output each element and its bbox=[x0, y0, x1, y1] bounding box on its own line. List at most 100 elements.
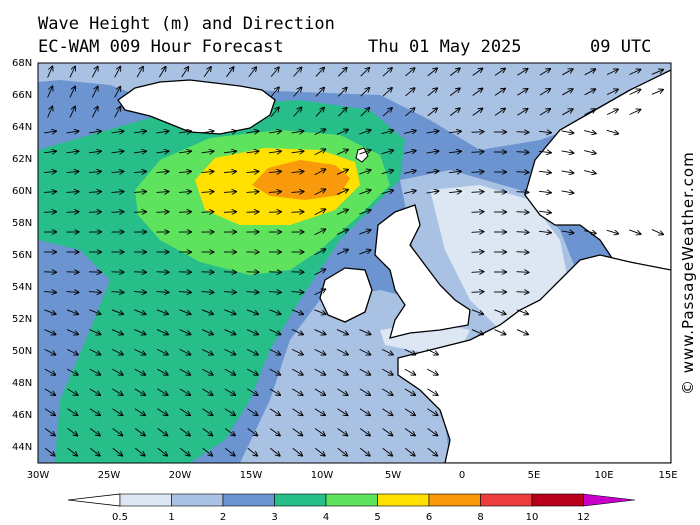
wave-direction-arrow bbox=[157, 447, 167, 455]
wave-direction-arrow bbox=[359, 250, 370, 255]
wave-direction-arrow bbox=[156, 348, 168, 354]
wave-direction-arrow bbox=[268, 192, 281, 193]
wave-direction-arrow bbox=[44, 428, 55, 435]
wave-direction-arrow bbox=[201, 292, 214, 293]
wave-direction-arrow bbox=[404, 428, 415, 435]
wave-direction-arrow bbox=[201, 309, 213, 314]
wave-direction-arrow bbox=[494, 69, 505, 76]
land-continent bbox=[397, 254, 671, 463]
lon-label: 15W bbox=[240, 470, 263, 481]
wave-direction-arrow bbox=[224, 348, 236, 354]
legend-swatch bbox=[222, 493, 275, 507]
wave-direction-arrow bbox=[538, 191, 551, 192]
wave-direction-arrow bbox=[359, 150, 370, 155]
wave-direction-arrow bbox=[471, 292, 484, 293]
wave-direction-arrow bbox=[606, 69, 618, 76]
wave-direction-arrow bbox=[606, 109, 618, 116]
wave-direction-arrow bbox=[114, 107, 121, 118]
wave-direction-arrow bbox=[584, 131, 596, 134]
wave-direction-arrow bbox=[427, 388, 437, 395]
wave-direction-arrow bbox=[156, 309, 168, 314]
wave-direction-arrow bbox=[494, 109, 505, 116]
wave-direction-arrow bbox=[314, 368, 326, 375]
wave-direction-arrow bbox=[404, 131, 416, 134]
wave-direction-arrow bbox=[629, 229, 640, 234]
wave-direction-arrow bbox=[269, 428, 280, 435]
wave-direction-arrow bbox=[69, 67, 75, 78]
wave-direction-arrow bbox=[291, 292, 304, 293]
wave-direction-arrow bbox=[223, 292, 236, 293]
wave-direction-arrow bbox=[114, 87, 121, 98]
wave-direction-arrow bbox=[202, 408, 212, 416]
wave-direction-arrow bbox=[67, 428, 78, 435]
wave-direction-arrow bbox=[66, 212, 79, 213]
wave-direction-arrow bbox=[269, 408, 280, 416]
wave-direction-arrow bbox=[516, 152, 529, 153]
wave-direction-arrow bbox=[179, 131, 191, 133]
wave-direction-arrow bbox=[517, 89, 527, 96]
wave-direction-arrow bbox=[359, 130, 370, 135]
wave-direction-arrow bbox=[269, 329, 281, 335]
wave-direction-arrow bbox=[360, 447, 369, 455]
legend-tick-label: 5 bbox=[374, 512, 380, 523]
wave-direction-arrow bbox=[134, 388, 145, 395]
wave-direction-arrow bbox=[360, 88, 370, 97]
wave-direction-arrow bbox=[201, 348, 213, 354]
wave-direction-arrow bbox=[133, 171, 146, 172]
wave-direction-arrow bbox=[157, 428, 168, 435]
wave-direction-arrow bbox=[494, 89, 505, 96]
lat-label: 50N bbox=[12, 346, 32, 357]
wave-direction-arrow bbox=[584, 89, 596, 96]
wave-direction-arrow bbox=[291, 151, 304, 153]
wave-direction-arrow bbox=[360, 68, 370, 77]
wave-direction-arrow bbox=[246, 171, 259, 172]
wave-direction-arrow bbox=[538, 231, 551, 232]
wave-direction-arrow bbox=[382, 88, 392, 97]
wave-direction-arrow bbox=[562, 109, 572, 116]
wave-direction-arrow bbox=[224, 388, 235, 395]
wave-direction-arrow bbox=[88, 212, 101, 213]
wave-direction-arrow bbox=[111, 212, 124, 213]
wave-direction-arrow bbox=[314, 149, 326, 156]
wave-direction-arrow bbox=[202, 368, 213, 375]
lon-label: 5E bbox=[528, 470, 541, 481]
wave-direction-arrow bbox=[449, 88, 460, 97]
wave-direction-arrow bbox=[112, 388, 122, 395]
legend-swatch bbox=[274, 493, 327, 507]
wave-direction-arrow bbox=[381, 170, 393, 175]
wave-direction-arrow bbox=[156, 212, 169, 213]
lon-label: 10W bbox=[311, 470, 334, 481]
wave-direction-arrow bbox=[606, 229, 618, 233]
wave-direction-arrow bbox=[156, 151, 169, 153]
wave-direction-arrow bbox=[69, 107, 75, 118]
wave-direction-arrow bbox=[629, 69, 641, 75]
wave-direction-arrow bbox=[471, 232, 484, 233]
wave-direction-arrow bbox=[448, 171, 461, 172]
wave-direction-arrow bbox=[427, 447, 437, 455]
wave-direction-arrow bbox=[223, 171, 236, 172]
wave-direction-arrow bbox=[156, 329, 168, 335]
wave-direction-arrow bbox=[427, 428, 438, 435]
wave-direction-arrow bbox=[314, 329, 326, 335]
wave-direction-arrow bbox=[268, 292, 281, 293]
wave-direction-arrow bbox=[404, 368, 416, 375]
wave-direction-arrow bbox=[179, 388, 190, 395]
land-great-britain bbox=[374, 204, 471, 339]
wave-direction-arrow bbox=[269, 368, 281, 375]
wave-direction-arrow bbox=[156, 192, 169, 193]
wave-direction-arrow bbox=[538, 211, 551, 212]
wave-direction-arrow bbox=[157, 388, 167, 395]
wave-direction-arrow bbox=[134, 368, 146, 375]
wave-direction-arrow bbox=[179, 428, 190, 435]
wave-direction-arrow bbox=[359, 388, 370, 395]
wave-direction-arrow bbox=[336, 230, 348, 235]
wave-direction-arrow bbox=[247, 368, 258, 375]
wave-direction-arrow bbox=[426, 131, 439, 133]
wave-direction-arrow bbox=[201, 329, 213, 335]
wave-direction-arrow bbox=[91, 67, 97, 78]
wave-direction-arrows bbox=[43, 67, 663, 456]
wave-direction-arrow bbox=[248, 67, 256, 78]
wave-direction-arrow bbox=[179, 329, 191, 335]
wave-direction-arrow bbox=[382, 368, 393, 375]
wave-direction-arrow bbox=[516, 132, 529, 133]
